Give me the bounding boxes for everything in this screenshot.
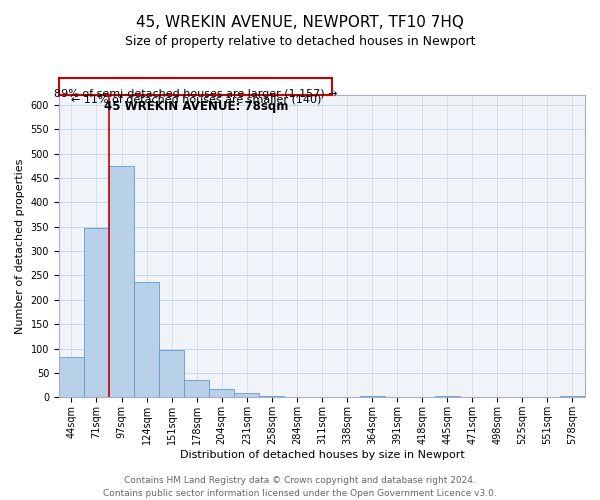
Text: Size of property relative to detached houses in Newport: Size of property relative to detached ho… (125, 35, 475, 48)
Bar (134, 282, 159, 398)
Bar (234, 394, 259, 398)
X-axis label: Distribution of detached houses by size in Newport: Distribution of detached houses by size … (179, 450, 464, 460)
Bar (209, 388, 234, 398)
Bar (184, 380, 209, 398)
Bar (259, 396, 284, 398)
Text: 45, WREKIN AVENUE, NEWPORT, TF10 7HQ: 45, WREKIN AVENUE, NEWPORT, TF10 7HQ (136, 15, 464, 30)
Bar (159, 350, 184, 398)
Bar (59, 357, 84, 398)
Bar (84, 228, 109, 398)
Bar (359, 396, 385, 398)
Text: ← 11% of detached houses are smaller (140): ← 11% of detached houses are smaller (14… (71, 94, 321, 104)
Y-axis label: Number of detached properties: Number of detached properties (15, 158, 25, 334)
Text: 89% of semi-detached houses are larger (1,157) →: 89% of semi-detached houses are larger (… (54, 89, 337, 99)
Text: 45 WREKIN AVENUE: 78sqm: 45 WREKIN AVENUE: 78sqm (104, 100, 288, 113)
Text: Contains HM Land Registry data © Crown copyright and database right 2024.
Contai: Contains HM Land Registry data © Crown c… (103, 476, 497, 498)
Bar (434, 396, 460, 398)
Bar (560, 396, 585, 398)
Bar (109, 166, 134, 398)
